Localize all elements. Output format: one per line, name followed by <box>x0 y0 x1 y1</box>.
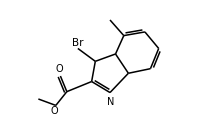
Text: Br: Br <box>72 38 84 48</box>
Text: O: O <box>51 106 58 116</box>
Text: N: N <box>107 97 115 107</box>
Text: O: O <box>56 64 63 74</box>
